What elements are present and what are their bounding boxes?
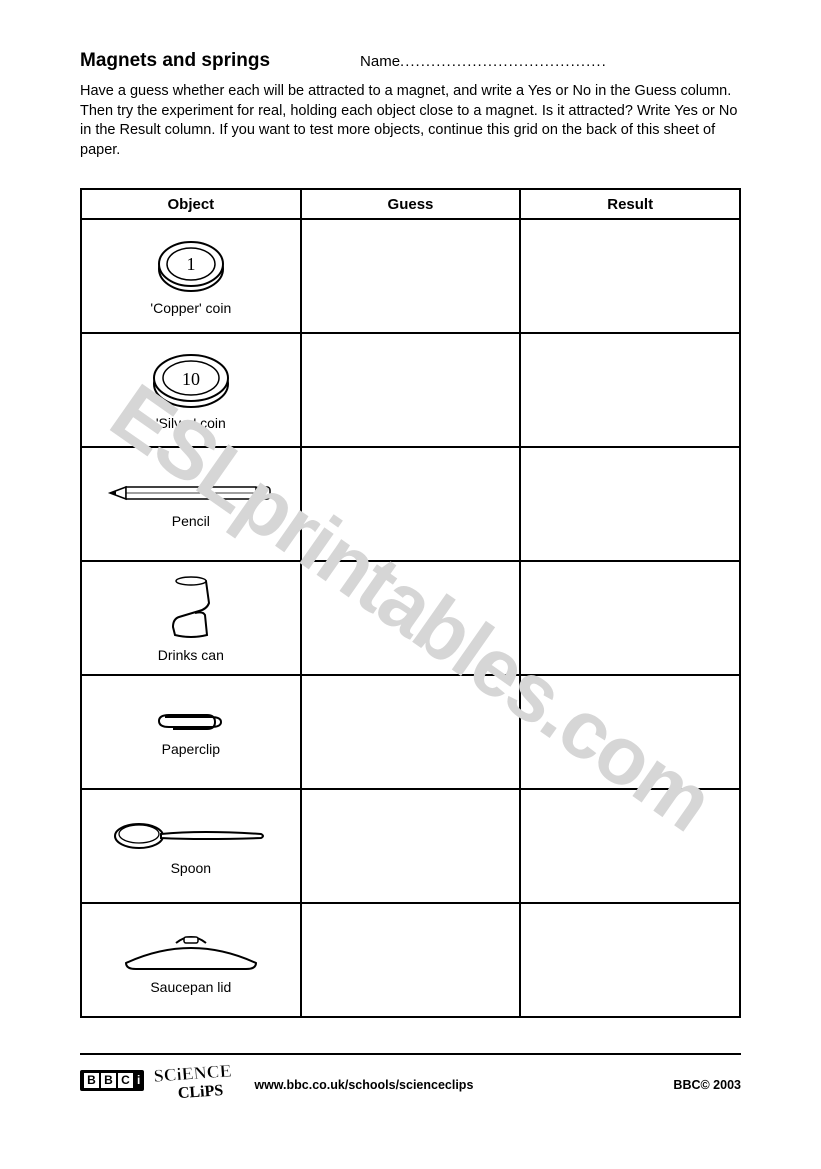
guess-cell[interactable] (301, 789, 521, 903)
object-label: 'Copper' coin (88, 300, 294, 316)
svg-text:10: 10 (182, 369, 200, 389)
drinks-can-icon (161, 573, 221, 643)
pencil-icon (106, 479, 276, 509)
result-cell[interactable] (520, 903, 740, 1017)
name-label: Name (360, 53, 400, 70)
table-row: 1 'Copper' coin (81, 219, 740, 333)
footer-copyright: BBC© 2003 (673, 1068, 741, 1092)
object-label: Paperclip (88, 741, 294, 757)
object-label: Saucepan lid (88, 979, 294, 995)
footer-url: www.bbc.co.uk/schools/scienceclips (254, 1068, 673, 1092)
guess-cell[interactable] (301, 219, 521, 333)
bbc-badge: B B C i (80, 1070, 144, 1091)
result-cell[interactable] (520, 675, 740, 789)
silver-coin-icon: 10 (149, 349, 233, 411)
result-cell[interactable] (520, 447, 740, 561)
result-cell[interactable] (520, 333, 740, 447)
object-cell: Spoon (81, 789, 301, 903)
object-cell: Saucepan lid (81, 903, 301, 1017)
result-cell[interactable] (520, 789, 740, 903)
object-cell: Drinks can (81, 561, 301, 675)
table-row: 10 'Silver' coin (81, 333, 740, 447)
footer-bar: B B C i SCiENCE CLiPS www.bbc.co.uk/scho… (80, 1057, 741, 1101)
footer-rule (80, 1053, 741, 1055)
paperclip-icon (151, 707, 231, 737)
header-row: Magnets and springs Name................… (80, 50, 741, 72)
copper-coin-icon: 1 (154, 236, 228, 296)
worksheet-page: ESLprintables.com Magnets and springs Na… (0, 0, 821, 1169)
bbc-c: C (118, 1073, 133, 1088)
guess-cell[interactable] (301, 447, 521, 561)
table-row: Spoon (81, 789, 740, 903)
bbc-b2: B (101, 1073, 116, 1088)
object-label: 'Silver' coin (88, 415, 294, 431)
table-row: Paperclip (81, 675, 740, 789)
result-cell[interactable] (520, 561, 740, 675)
name-field: Name....................................… (360, 53, 607, 71)
col-guess: Guess (301, 189, 521, 219)
guess-cell[interactable] (301, 333, 521, 447)
table-row: Saucepan lid (81, 903, 740, 1017)
bbc-b1: B (84, 1073, 99, 1088)
page-title: Magnets and springs (80, 50, 270, 72)
table-row: Pencil (81, 447, 740, 561)
object-cell: Pencil (81, 447, 301, 561)
instructions-text: Have a guess whether each will be attrac… (80, 82, 741, 160)
object-cell: Paperclip (81, 675, 301, 789)
object-label: Spoon (88, 860, 294, 876)
object-label: Pencil (88, 513, 294, 529)
science-clips-logo: SCiENCE CLiPS (150, 1059, 240, 1101)
col-result: Result (520, 189, 740, 219)
name-dots: ........................................ (400, 53, 607, 70)
object-cell: 10 'Silver' coin (81, 333, 301, 447)
guess-cell[interactable] (301, 561, 521, 675)
experiment-table: Object Guess Result 1 'Copper' coin (80, 188, 741, 1018)
table-header-row: Object Guess Result (81, 189, 740, 219)
bbc-i: i (137, 1073, 140, 1087)
svg-text:CLiPS: CLiPS (178, 1082, 225, 1101)
result-cell[interactable] (520, 219, 740, 333)
col-object: Object (81, 189, 301, 219)
saucepan-lid-icon (116, 925, 266, 975)
object-cell: 1 'Copper' coin (81, 219, 301, 333)
guess-cell[interactable] (301, 903, 521, 1017)
spoon-icon (111, 816, 271, 856)
guess-cell[interactable] (301, 675, 521, 789)
page-footer: B B C i SCiENCE CLiPS www.bbc.co.uk/scho… (80, 1053, 741, 1101)
table-row: Drinks can (81, 561, 740, 675)
svg-text:1: 1 (186, 254, 195, 274)
object-label: Drinks can (88, 647, 294, 663)
